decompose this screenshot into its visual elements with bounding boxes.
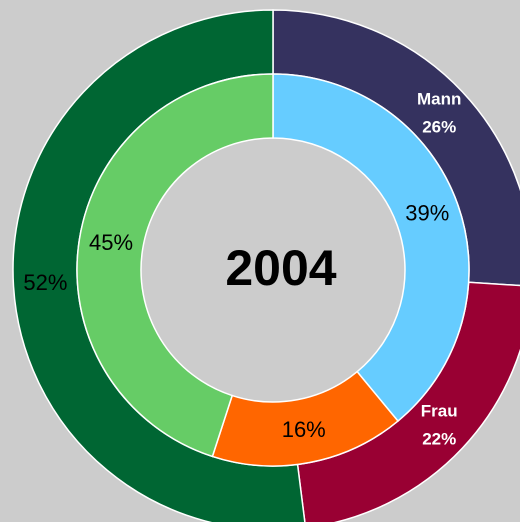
value-label: 26%	[422, 117, 456, 136]
category-label: Frau	[421, 402, 458, 421]
value-label: 52%	[23, 270, 67, 295]
value-label: 45%	[89, 230, 133, 255]
category-label: Mann	[417, 89, 461, 108]
value-label: 39%	[405, 200, 449, 225]
value-label: 16%	[282, 417, 326, 442]
center-label: 2004	[225, 240, 336, 296]
donut-slice	[76, 73, 274, 458]
rings	[12, 9, 520, 522]
donut-slice	[272, 73, 470, 423]
value-label: 22%	[422, 430, 456, 449]
